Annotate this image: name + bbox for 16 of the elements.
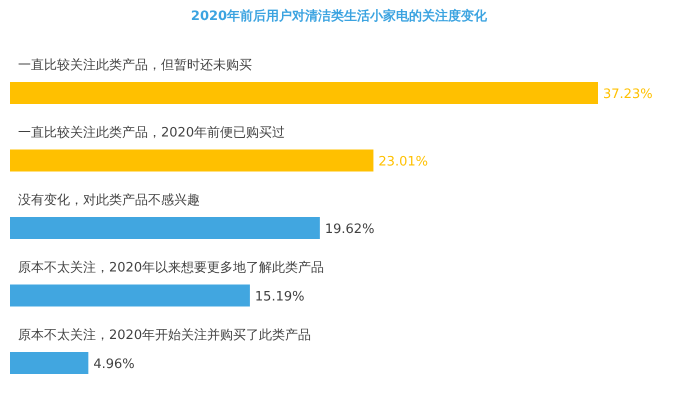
bar xyxy=(10,217,320,239)
y-tick-label: 一直比较关注此类产品，但暂时还未购买 xyxy=(18,58,252,73)
data-label: 15.19% xyxy=(254,290,304,304)
bar xyxy=(10,82,598,104)
y-tick-label: 没有变化，对此类产品不感兴趣 xyxy=(18,193,200,208)
bar xyxy=(10,352,88,374)
y-tick-label: 原本不太关注，2020年以来想要更多地了解此类产品 xyxy=(18,260,324,276)
data-label: 4.96% xyxy=(93,357,135,372)
data-label: 23.01% xyxy=(378,154,428,170)
data-label: 37.23% xyxy=(603,87,653,102)
bar xyxy=(10,284,250,306)
y-tick-label: 原本不太关注，2020年开始关注并购买了此类产品 xyxy=(18,328,312,343)
bar xyxy=(10,150,374,172)
chart-title: 2020年前后用户对清洁类生活小家电的关注度变化 xyxy=(190,8,488,24)
y-tick-label: 一直比较关注此类产品，2020年前便已购买过 xyxy=(18,126,286,140)
data-label: 19.62% xyxy=(324,222,374,237)
